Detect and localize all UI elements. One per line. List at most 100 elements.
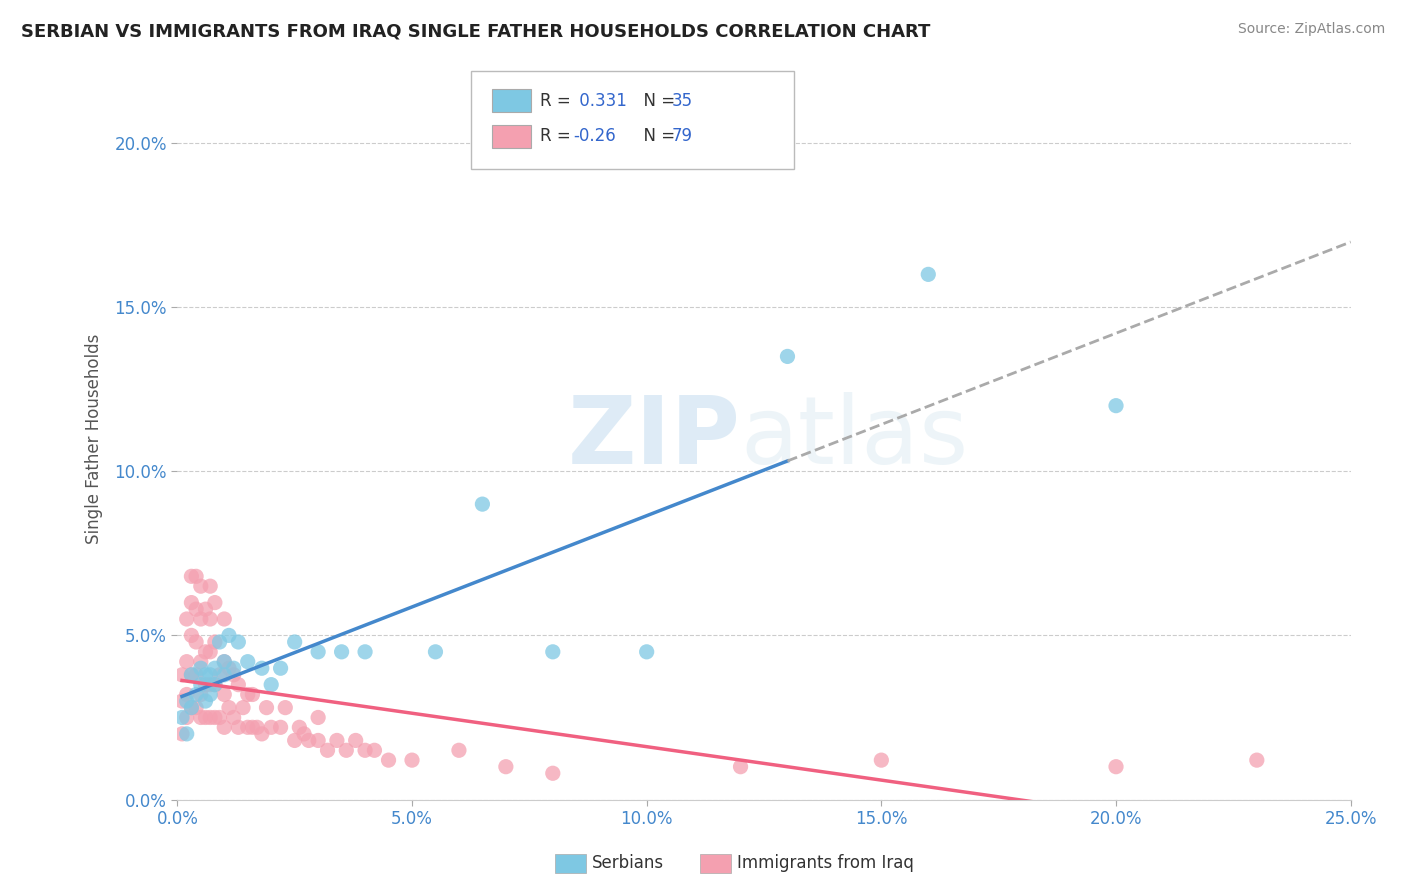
Point <box>274 700 297 714</box>
Point <box>176 727 198 741</box>
Point <box>344 733 367 747</box>
Point <box>236 655 259 669</box>
Point <box>246 720 269 734</box>
Point <box>222 661 245 675</box>
Text: -0.26: -0.26 <box>574 128 616 145</box>
Text: Source: ZipAtlas.com: Source: ZipAtlas.com <box>1237 22 1385 37</box>
Point <box>214 655 236 669</box>
Point <box>208 710 231 724</box>
Point <box>190 579 212 593</box>
Point <box>180 700 202 714</box>
Point <box>316 743 339 757</box>
Point <box>1105 399 1128 413</box>
Point <box>307 733 329 747</box>
Point <box>170 710 193 724</box>
Point <box>198 710 221 724</box>
Point <box>194 710 217 724</box>
Point <box>218 628 240 642</box>
Point <box>218 700 240 714</box>
Point <box>190 688 212 702</box>
Point <box>307 710 329 724</box>
Point <box>198 579 221 593</box>
Point <box>176 688 198 702</box>
Point <box>228 720 250 734</box>
Text: atlas: atlas <box>741 392 969 484</box>
Point <box>541 645 564 659</box>
Point <box>194 668 217 682</box>
Point <box>170 668 193 682</box>
Point <box>190 655 212 669</box>
Text: N =: N = <box>633 128 681 145</box>
Point <box>425 645 447 659</box>
Point <box>204 678 226 692</box>
Point <box>190 710 212 724</box>
Point <box>180 569 202 583</box>
Text: R =: R = <box>540 92 576 110</box>
Point <box>204 635 226 649</box>
Point <box>447 743 470 757</box>
Point <box>176 612 198 626</box>
Point <box>236 720 259 734</box>
Point <box>326 733 349 747</box>
Point <box>170 694 193 708</box>
Point <box>204 710 226 724</box>
Text: SERBIAN VS IMMIGRANTS FROM IRAQ SINGLE FATHER HOUSEHOLDS CORRELATION CHART: SERBIAN VS IMMIGRANTS FROM IRAQ SINGLE F… <box>21 22 931 40</box>
Point <box>1246 753 1268 767</box>
Point <box>307 645 329 659</box>
Point <box>194 602 217 616</box>
Point <box>184 635 207 649</box>
Point <box>260 678 283 692</box>
Point <box>198 612 221 626</box>
Point <box>184 668 207 682</box>
Point <box>288 720 311 734</box>
Point <box>284 733 307 747</box>
Point <box>330 645 353 659</box>
Point <box>180 700 202 714</box>
Point <box>260 720 283 734</box>
Point <box>180 596 202 610</box>
Point <box>730 760 752 774</box>
Point <box>228 678 250 692</box>
Y-axis label: Single Father Households: Single Father Households <box>86 334 103 543</box>
Point <box>176 710 198 724</box>
Point <box>170 727 193 741</box>
Point <box>208 635 231 649</box>
Point <box>180 668 202 682</box>
Point <box>198 645 221 659</box>
Point <box>776 350 799 364</box>
Point <box>222 710 245 724</box>
Point <box>870 753 893 767</box>
Point <box>541 766 564 780</box>
Point <box>198 668 221 682</box>
Point <box>236 688 259 702</box>
Point <box>204 661 226 675</box>
Point <box>377 753 399 767</box>
Point <box>335 743 357 757</box>
Point <box>354 743 377 757</box>
Point <box>495 760 517 774</box>
Text: Immigrants from Iraq: Immigrants from Iraq <box>737 855 914 872</box>
Point <box>218 661 240 675</box>
Point <box>180 628 202 642</box>
Point <box>214 688 236 702</box>
Text: 79: 79 <box>672 128 693 145</box>
Point <box>214 720 236 734</box>
Text: ZIP: ZIP <box>568 392 741 484</box>
Point <box>917 268 939 282</box>
Point <box>363 743 385 757</box>
Point <box>204 678 226 692</box>
Point <box>250 727 273 741</box>
Point <box>180 668 202 682</box>
Point <box>184 688 207 702</box>
Point <box>198 688 221 702</box>
Point <box>354 645 377 659</box>
Point <box>184 602 207 616</box>
Point <box>1105 760 1128 774</box>
Text: 35: 35 <box>672 92 693 110</box>
Point <box>194 694 217 708</box>
Point <box>190 678 212 692</box>
Point <box>204 596 226 610</box>
Point <box>194 678 217 692</box>
Text: N =: N = <box>633 92 681 110</box>
Point <box>401 753 423 767</box>
